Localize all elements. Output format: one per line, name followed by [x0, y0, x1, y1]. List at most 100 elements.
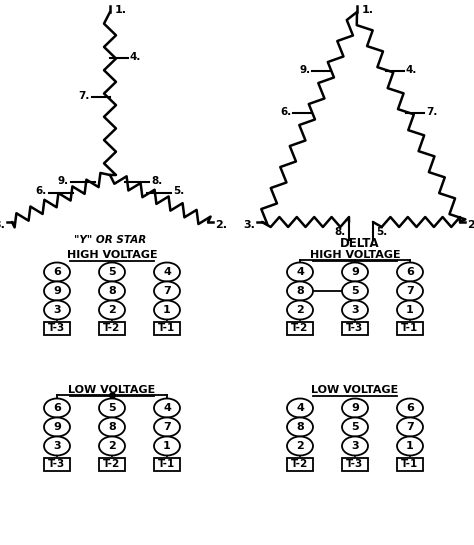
Ellipse shape: [287, 300, 313, 319]
Text: 1: 1: [163, 305, 171, 315]
Text: 3: 3: [53, 441, 61, 451]
Text: T-1: T-1: [401, 459, 419, 469]
Ellipse shape: [342, 437, 368, 456]
Text: T-2: T-2: [292, 459, 309, 469]
Bar: [287, 322, 313, 335]
Ellipse shape: [397, 300, 423, 319]
Text: 7: 7: [406, 286, 414, 296]
Text: 7: 7: [406, 422, 414, 432]
Text: "Y" OR STAR: "Y" OR STAR: [74, 235, 146, 245]
Text: LOW VOLTAGE: LOW VOLTAGE: [311, 385, 399, 395]
Text: 4: 4: [163, 403, 171, 413]
Text: 2.: 2.: [467, 220, 474, 230]
Text: 7: 7: [163, 286, 171, 296]
Text: 9.: 9.: [299, 65, 310, 75]
Ellipse shape: [99, 398, 125, 417]
Ellipse shape: [44, 437, 70, 456]
Ellipse shape: [287, 437, 313, 456]
Text: 9: 9: [53, 422, 61, 432]
Text: 4.: 4.: [130, 52, 141, 62]
Text: 3.: 3.: [243, 220, 255, 230]
Bar: [99, 322, 125, 335]
Text: 5: 5: [108, 267, 116, 277]
Text: 1.: 1.: [362, 5, 374, 15]
Text: 8.: 8.: [151, 176, 163, 186]
Ellipse shape: [342, 263, 368, 282]
Text: 6: 6: [53, 267, 61, 277]
Ellipse shape: [342, 398, 368, 417]
Ellipse shape: [99, 282, 125, 300]
Ellipse shape: [397, 398, 423, 417]
Text: 2: 2: [296, 305, 304, 315]
Text: 1: 1: [406, 441, 414, 451]
Text: 9.: 9.: [57, 176, 69, 186]
Ellipse shape: [99, 300, 125, 319]
Text: T-3: T-3: [346, 459, 364, 469]
Text: T-3: T-3: [48, 459, 65, 469]
Ellipse shape: [44, 398, 70, 417]
Ellipse shape: [397, 437, 423, 456]
Text: 6.: 6.: [36, 186, 47, 197]
Text: HIGH VOLTAGE: HIGH VOLTAGE: [310, 250, 401, 260]
Text: 7.: 7.: [427, 107, 438, 117]
Ellipse shape: [154, 282, 180, 300]
Text: HIGH VOLTAGE: HIGH VOLTAGE: [67, 250, 157, 260]
Ellipse shape: [397, 263, 423, 282]
Ellipse shape: [44, 282, 70, 300]
Bar: [287, 457, 313, 470]
Ellipse shape: [44, 417, 70, 437]
Text: 6: 6: [406, 403, 414, 413]
Text: 7.: 7.: [79, 91, 90, 101]
Text: 5.: 5.: [376, 227, 387, 237]
Ellipse shape: [287, 417, 313, 437]
Bar: [342, 322, 368, 335]
Text: 9: 9: [351, 403, 359, 413]
Text: 3: 3: [53, 305, 61, 315]
Ellipse shape: [154, 398, 180, 417]
Text: 1: 1: [406, 305, 414, 315]
Bar: [44, 322, 70, 335]
Ellipse shape: [154, 417, 180, 437]
Ellipse shape: [99, 263, 125, 282]
Text: 4: 4: [296, 403, 304, 413]
Bar: [342, 457, 368, 470]
Text: T-2: T-2: [292, 323, 309, 333]
Text: 2.: 2.: [215, 220, 227, 230]
Ellipse shape: [342, 300, 368, 319]
Text: T-2: T-2: [103, 323, 120, 333]
Text: 4: 4: [296, 267, 304, 277]
Text: 8: 8: [108, 422, 116, 432]
Text: 5: 5: [351, 422, 359, 432]
Ellipse shape: [44, 263, 70, 282]
Bar: [397, 457, 423, 470]
Text: 3.: 3.: [0, 220, 5, 230]
Text: 8.: 8.: [335, 227, 346, 237]
Text: T-2: T-2: [103, 459, 120, 469]
Text: T-1: T-1: [401, 323, 419, 333]
Text: T-1: T-1: [158, 323, 176, 333]
Text: DELTA: DELTA: [340, 237, 380, 250]
Bar: [397, 322, 423, 335]
Text: 4: 4: [163, 267, 171, 277]
Text: 9: 9: [53, 286, 61, 296]
Text: 5: 5: [108, 403, 116, 413]
Ellipse shape: [287, 263, 313, 282]
Ellipse shape: [342, 282, 368, 300]
Bar: [44, 457, 70, 470]
Text: 4.: 4.: [406, 65, 417, 75]
Text: 7: 7: [163, 422, 171, 432]
Bar: [154, 322, 180, 335]
Text: 3: 3: [351, 441, 359, 451]
Ellipse shape: [154, 437, 180, 456]
Ellipse shape: [154, 300, 180, 319]
Ellipse shape: [397, 282, 423, 300]
Text: 9: 9: [351, 267, 359, 277]
Text: T-3: T-3: [48, 323, 65, 333]
Text: 5: 5: [351, 286, 359, 296]
Text: 8: 8: [108, 286, 116, 296]
Text: 6: 6: [406, 267, 414, 277]
Text: 8: 8: [296, 286, 304, 296]
Text: 6: 6: [53, 403, 61, 413]
Text: LOW VOLTAGE: LOW VOLTAGE: [68, 385, 155, 395]
Ellipse shape: [342, 417, 368, 437]
